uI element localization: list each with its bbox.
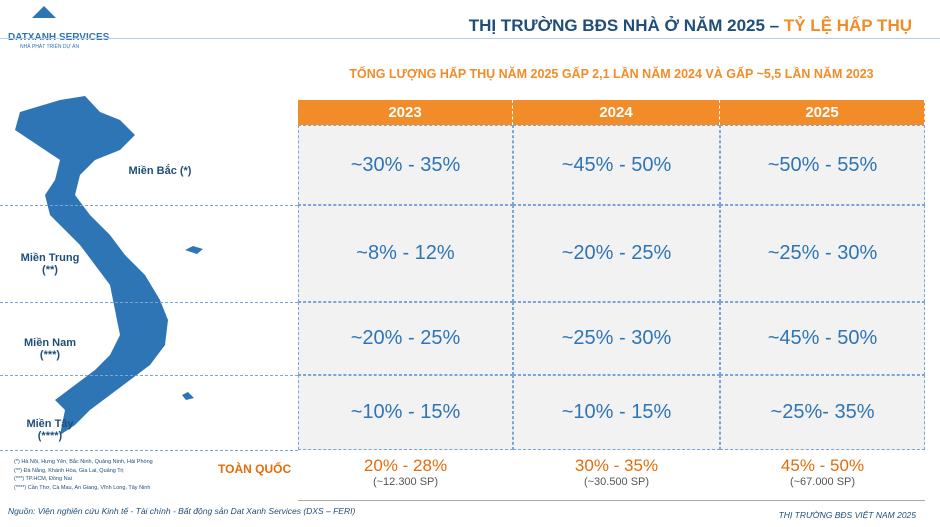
row-name: Miền Nam — [24, 337, 76, 349]
islands — [182, 246, 203, 400]
value-cell: ~45% - 50% — [720, 302, 925, 375]
row-name: Miền Tây — [26, 418, 74, 430]
value-cell: ~25% - 30% — [513, 302, 720, 375]
total-cell: 30% - 35% (~30.500 SP) — [513, 456, 720, 488]
row-divider — [0, 205, 298, 206]
row-note: (*) — [179, 165, 192, 177]
source: Nguồn: Viện nghiên cứu Kinh tế - Tài chí… — [8, 506, 356, 516]
row-label: Miền Tây (****) — [10, 418, 90, 442]
logo-icon — [32, 6, 56, 18]
row-divider — [0, 450, 298, 451]
row-note: (****) — [37, 430, 63, 442]
total-value: 30% - 35% — [574, 456, 659, 475]
column-header: 2024 — [513, 100, 720, 125]
title-highlight: TỶ LỆ HẤP THỤ — [783, 16, 912, 35]
total-cell: 45% - 50% (~67.000 SP) — [720, 456, 925, 488]
row-label: Miền Bắc (*) — [110, 165, 210, 177]
subtitle: TỔNG LƯỢNG HẤP THỤ NĂM 2025 GẤP 2,1 LẦN … — [349, 67, 874, 81]
value-cell: ~10% - 15% — [298, 375, 513, 450]
total-units: (~67.000 SP) — [789, 476, 856, 488]
total-value: 45% - 50% — [780, 456, 865, 475]
row-note: (***) — [39, 349, 61, 361]
vietnam-map — [15, 96, 168, 435]
total-divider — [298, 500, 925, 501]
value-cell: ~50% - 55% — [720, 125, 925, 205]
value-cell: ~25%- 35% — [720, 375, 925, 450]
total-cell: 20% - 28% (~12.300 SP) — [298, 456, 513, 488]
row-label: Miền Nam (***) — [10, 337, 90, 361]
value-cell: ~8% - 12% — [298, 205, 513, 302]
value-cell: ~30% - 35% — [298, 125, 513, 205]
footnotes: (*) Hà Nội, Hưng Yên, Bắc Ninh, Quảng Ni… — [14, 458, 153, 492]
column-header: 2025 — [720, 100, 925, 125]
footnote: (**) Đà Nẵng, Khánh Hòa, Gia Lai, Quảng … — [14, 467, 124, 474]
row-label: Miền Trung (**) — [10, 252, 90, 276]
value-cell: ~20% - 25% — [513, 205, 720, 302]
footnote: (****) Cần Thơ, Cà Mau, An Giang, Vĩnh L… — [14, 484, 151, 491]
map — [15, 6, 203, 435]
total-units: (~12.300 SP) — [372, 476, 439, 488]
logo-tagline: NHÀ PHÁT TRIỂN DỰ ÁN — [20, 44, 80, 50]
footer: THỊ TRƯỜNG BĐS VIỆT NAM 2025 — [778, 510, 916, 520]
logo-name: DATXANH SERVICES — [8, 32, 110, 43]
row-name: Miền Bắc — [128, 165, 177, 177]
divider — [0, 38, 940, 39]
column-header: 2023 — [298, 100, 513, 125]
title: THỊ TRƯỜNG BĐS NHÀ Ở NĂM 2025 – TỶ LỆ HẤ… — [469, 16, 912, 36]
title-text: THỊ TRƯỜNG BĐS NHÀ Ở NĂM 2025 – — [468, 16, 784, 35]
total-label: TOÀN QUỐC — [218, 462, 292, 476]
footnote: (*) Hà Nội, Hưng Yên, Bắc Ninh, Quảng Ni… — [14, 459, 153, 465]
value-cell: ~25% - 30% — [720, 205, 925, 302]
value-cell: ~45% - 50% — [513, 125, 720, 205]
value-cell: ~20% - 25% — [298, 302, 513, 375]
value-cell: ~10% - 15% — [513, 375, 720, 450]
footnote: (***) TP.HCM, Đồng Nai — [14, 476, 72, 482]
total-value: 20% - 28% — [363, 456, 448, 475]
row-note: (**) — [42, 264, 58, 276]
row-name: Miền Trung — [20, 252, 80, 264]
row-divider — [0, 375, 298, 376]
row-divider — [0, 302, 298, 303]
total-units: (~30.500 SP) — [583, 476, 650, 488]
